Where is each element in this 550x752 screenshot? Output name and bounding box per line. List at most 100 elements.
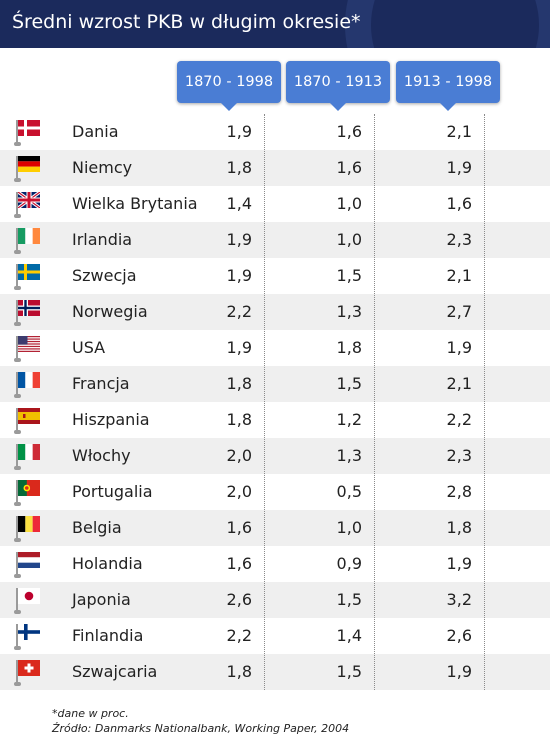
table-row: Portugalia 2,0 0,5 2,8 — [0, 474, 550, 510]
value-cell: 1,3 — [336, 302, 362, 321]
value-cell: 1,2 — [336, 410, 362, 429]
value-cell: 1,8 — [226, 374, 252, 393]
value-cell: 2,3 — [446, 446, 472, 465]
portugal-flag-icon — [14, 480, 40, 506]
table-row: Holandia 1,6 0,9 1,9 — [0, 546, 550, 582]
value-cell: 2,8 — [446, 482, 472, 501]
value-cell: 1,9 — [226, 338, 252, 357]
value-cell: 1,3 — [336, 446, 362, 465]
value-cell: 2,2 — [226, 626, 252, 645]
value-cell: 1,9 — [446, 554, 472, 573]
value-cell: 1,8 — [226, 410, 252, 429]
value-cell: 1,5 — [336, 374, 362, 393]
country-name: Hiszpania — [72, 410, 150, 429]
country-name: Wielka Brytania — [72, 194, 198, 213]
page-title: Średni wzrost PKB w długim okresie* — [12, 11, 361, 33]
value-cell: 3,2 — [446, 590, 472, 609]
country-name: Szwecja — [72, 266, 137, 285]
value-cell: 2,3 — [446, 230, 472, 249]
country-name: Belgia — [72, 518, 122, 537]
spain-flag-icon — [14, 408, 40, 434]
value-cell: 2,7 — [446, 302, 472, 321]
table-row: Japonia 2,6 1,5 3,2 — [0, 582, 550, 618]
country-name: USA — [72, 338, 106, 357]
table-row: Belgia 1,6 1,0 1,8 — [0, 510, 550, 546]
country-name: Finlandia — [72, 626, 144, 645]
value-cell: 1,0 — [336, 230, 362, 249]
value-cell: 1,8 — [226, 662, 252, 681]
value-cell: 0,9 — [336, 554, 362, 573]
column-header-1870-1913: 1870 - 1913 — [286, 61, 390, 111]
column-divider — [374, 114, 375, 690]
column-header-1913-1998: 1913 - 1998 — [396, 61, 500, 111]
value-cell: 1,6 — [336, 122, 362, 141]
table-row: Finlandia 2,2 1,4 2,6 — [0, 618, 550, 654]
uk-flag-icon — [14, 192, 40, 218]
country-name: Francja — [72, 374, 130, 393]
value-cell: 2,0 — [226, 482, 252, 501]
footnote-note: *dane w proc. — [52, 707, 129, 720]
footnote: *dane w proc. Źródło: Danmarks Nationalb… — [52, 706, 349, 736]
decorative-circle — [345, 0, 550, 48]
value-cell: 0,5 — [336, 482, 362, 501]
value-cell: 2,2 — [226, 302, 252, 321]
switzerland-flag-icon — [14, 660, 40, 686]
finland-flag-icon — [14, 624, 40, 650]
table-row: Hiszpania 1,8 1,2 2,2 — [0, 402, 550, 438]
table-row: Irlandia 1,9 1,0 2,3 — [0, 222, 550, 258]
column-header-label: 1870 - 1913 — [293, 74, 383, 90]
value-cell: 1,8 — [446, 518, 472, 537]
value-cell: 2,2 — [446, 410, 472, 429]
table-row: Szwajcaria 1,8 1,5 1,9 — [0, 654, 550, 690]
table-row: Szwecja 1,9 1,5 2,1 — [0, 258, 550, 294]
pointer-arrow-icon — [330, 103, 346, 111]
value-cell: 1,9 — [226, 230, 252, 249]
table-row: Niemcy 1,8 1,6 1,9 — [0, 150, 550, 186]
column-header-1870-1998: 1870 - 1998 — [177, 61, 281, 111]
value-cell: 1,8 — [336, 338, 362, 357]
usa-flag-icon — [14, 336, 40, 362]
table-row: USA 1,9 1,8 1,9 — [0, 330, 550, 366]
denmark-flag-icon — [14, 120, 40, 146]
value-cell: 1,9 — [226, 266, 252, 285]
country-name: Holandia — [72, 554, 143, 573]
column-divider — [264, 114, 265, 690]
value-cell: 2,1 — [446, 122, 472, 141]
italy-flag-icon — [14, 444, 40, 470]
country-name: Włochy — [72, 446, 131, 465]
table-row: Francja 1,8 1,5 2,1 — [0, 366, 550, 402]
value-cell: 2,1 — [446, 266, 472, 285]
country-name: Norwegia — [72, 302, 148, 321]
pointer-arrow-icon — [440, 103, 456, 111]
value-cell: 1,6 — [446, 194, 472, 213]
column-header-label: 1870 - 1998 — [184, 74, 274, 90]
value-cell: 1,5 — [336, 662, 362, 681]
country-name: Japonia — [72, 590, 131, 609]
norway-flag-icon — [14, 300, 40, 326]
value-cell: 1,9 — [446, 158, 472, 177]
value-cell: 1,5 — [336, 590, 362, 609]
country-name: Szwajcaria — [72, 662, 158, 681]
footnote-source: Źródło: Danmarks Nationalbank, Working P… — [52, 722, 350, 735]
value-cell: 1,6 — [336, 158, 362, 177]
value-cell: 1,6 — [226, 554, 252, 573]
value-cell: 2,0 — [226, 446, 252, 465]
value-cell: 1,0 — [336, 518, 362, 537]
belgium-flag-icon — [14, 516, 40, 542]
value-cell: 2,6 — [226, 590, 252, 609]
value-cell: 1,4 — [336, 626, 362, 645]
value-cell: 2,1 — [446, 374, 472, 393]
pointer-arrow-icon — [221, 103, 237, 111]
country-name: Irlandia — [72, 230, 133, 249]
country-name: Portugalia — [72, 482, 153, 501]
netherlands-flag-icon — [14, 552, 40, 578]
value-cell: 1,9 — [446, 338, 472, 357]
value-cell: 1,9 — [226, 122, 252, 141]
column-divider — [484, 114, 485, 690]
table-row: Dania 1,9 1,6 2,1 — [0, 114, 550, 150]
country-name: Dania — [72, 122, 119, 141]
value-cell: 1,5 — [336, 266, 362, 285]
country-name: Niemcy — [72, 158, 133, 177]
france-flag-icon — [14, 372, 40, 398]
sweden-flag-icon — [14, 264, 40, 290]
